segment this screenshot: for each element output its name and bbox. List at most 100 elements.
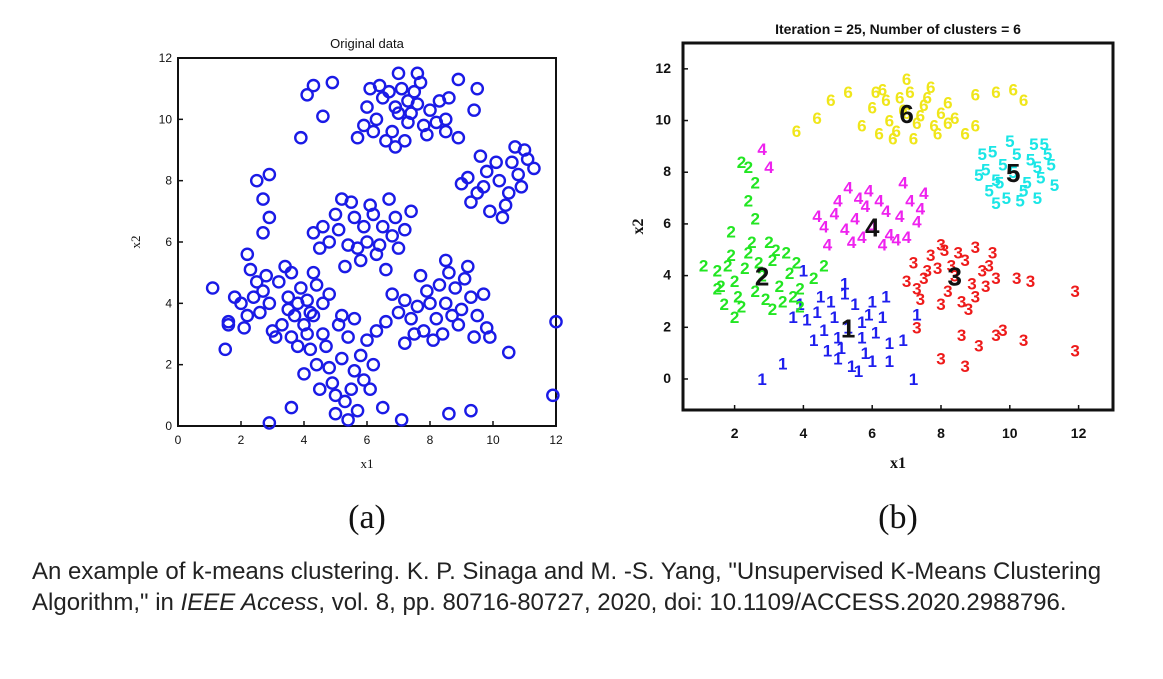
chart2-cluster-label-5: 5 bbox=[1006, 158, 1020, 188]
chart2-data-point: 1 bbox=[881, 287, 890, 306]
chart2-data-point: 3 bbox=[960, 357, 969, 376]
chart1-data-point bbox=[448, 281, 463, 295]
chart1-data-point bbox=[473, 149, 488, 163]
chart1-data-point bbox=[467, 330, 481, 344]
chart1-y-axis-label: x2 bbox=[128, 236, 143, 249]
chart2-data-point: 2 bbox=[699, 256, 708, 275]
chart2-data-point: 2 bbox=[744, 192, 753, 211]
chart2-data-point: 3 bbox=[957, 326, 966, 345]
chart1-data-point bbox=[360, 333, 374, 347]
chart2-data-point: 1 bbox=[909, 370, 918, 389]
chart2-data-point: 6 bbox=[902, 70, 911, 89]
chart2-data-point: 2 bbox=[744, 158, 753, 177]
chart1-data-point bbox=[404, 311, 418, 326]
chart1-data-point bbox=[489, 155, 503, 170]
chart2-data-point: 3 bbox=[936, 295, 945, 314]
chart1-data-point bbox=[334, 308, 349, 323]
chart2-data-point: 3 bbox=[923, 261, 932, 280]
caption-journal: IEEE Access bbox=[180, 589, 319, 616]
chart1-data-point bbox=[429, 311, 444, 326]
chart2-data-point: 3 bbox=[960, 251, 969, 270]
chart1-data-point bbox=[397, 293, 412, 308]
chart1-data-point bbox=[316, 296, 330, 311]
chart1-data-point bbox=[262, 167, 277, 182]
chart2-data-point: 3 bbox=[947, 256, 956, 275]
chart1-data-point bbox=[341, 330, 355, 344]
chart1-data-point bbox=[328, 388, 343, 403]
chart1-data-point bbox=[464, 403, 478, 418]
chart2-data-point: 6 bbox=[812, 109, 821, 128]
chart1-data-point bbox=[347, 210, 362, 225]
chart2-data-point: 1 bbox=[799, 261, 808, 280]
chart1-data-point bbox=[527, 161, 541, 176]
chart2-data-point: 3 bbox=[1019, 331, 1028, 350]
chart1-data-point bbox=[316, 327, 330, 341]
chart2-data-point: 2 bbox=[737, 298, 746, 317]
chart2-data-point: 5 bbox=[1033, 189, 1042, 208]
chart1-data-point bbox=[438, 124, 453, 139]
chart2-data-point: 6 bbox=[881, 91, 890, 110]
chart1-data-point bbox=[363, 81, 377, 96]
chart1-data-point bbox=[467, 103, 481, 117]
chart2-data-point: 1 bbox=[898, 331, 907, 350]
chart1-data-point bbox=[218, 342, 233, 357]
chart2-data-point: 1 bbox=[850, 295, 859, 314]
chart2-y-axis-label: x2 bbox=[630, 219, 647, 235]
chart1-y-tick-label: 12 bbox=[159, 51, 173, 65]
chart2-data-point: 4 bbox=[819, 218, 829, 237]
chart2-data-point: 2 bbox=[778, 292, 787, 311]
chart1-x-tick-label: 2 bbox=[238, 433, 245, 447]
chart1-data-point bbox=[379, 314, 393, 329]
chart1-data-point bbox=[508, 140, 522, 154]
chart1-data-point bbox=[259, 268, 274, 283]
chart1-data-point bbox=[325, 75, 340, 90]
chart2-data-point: 6 bbox=[943, 114, 952, 133]
chart1-x-tick-label: 12 bbox=[549, 433, 563, 447]
chart2-data-point: 5 bbox=[984, 181, 993, 200]
chart2-data-point: 2 bbox=[747, 233, 756, 252]
chart1-data-point bbox=[249, 173, 264, 188]
chart2-data-point: 1 bbox=[819, 321, 828, 340]
chart1-data-point bbox=[476, 179, 491, 194]
chart2-data-point: 2 bbox=[775, 277, 784, 296]
chart2-data-point: 2 bbox=[730, 308, 739, 327]
chart2-data-point: 2 bbox=[713, 280, 722, 299]
chart1-data-point bbox=[344, 382, 359, 397]
chart2-data-point: 6 bbox=[943, 93, 952, 112]
chart2-data-point: 4 bbox=[857, 228, 867, 247]
chart1-data-point bbox=[388, 100, 403, 114]
chart2-data-point: 6 bbox=[902, 104, 911, 123]
chart2-data-point: 2 bbox=[723, 256, 732, 275]
chart1-data-point bbox=[420, 284, 434, 298]
chart1-data-point bbox=[379, 262, 393, 277]
chart2-data-point: 3 bbox=[919, 269, 928, 288]
chart1-data-point bbox=[366, 357, 381, 372]
chart1-data-point bbox=[397, 222, 412, 237]
chart2-data-point: 2 bbox=[792, 254, 801, 273]
chart1-data-point bbox=[479, 164, 494, 179]
chart2-data-point: 5 bbox=[974, 166, 983, 185]
chart2-data-point: 2 bbox=[733, 287, 742, 306]
chart1-data-point bbox=[442, 265, 456, 280]
chart1-data-point bbox=[297, 367, 311, 381]
chart2-x-tick-label: 6 bbox=[868, 425, 876, 441]
chart1-data-point bbox=[300, 88, 314, 102]
chart1-data-point bbox=[306, 265, 321, 280]
chart2-data-point: 3 bbox=[957, 292, 966, 311]
chart1-data-point bbox=[413, 268, 428, 283]
chart1-data-point bbox=[391, 305, 406, 320]
chart2-x-tick-label: 8 bbox=[937, 425, 945, 441]
chart1-data-point bbox=[268, 330, 283, 344]
chart1-data-point bbox=[328, 207, 343, 222]
chart1-data-point bbox=[234, 296, 248, 311]
chart1-data-point bbox=[483, 330, 497, 344]
chart1-data-point bbox=[372, 238, 387, 252]
chart2-data-point: 2 bbox=[730, 272, 739, 291]
chart1-series-0 bbox=[205, 66, 563, 430]
chart2-data-point: 1 bbox=[847, 357, 856, 376]
chart2-data-point: 1 bbox=[871, 323, 880, 342]
